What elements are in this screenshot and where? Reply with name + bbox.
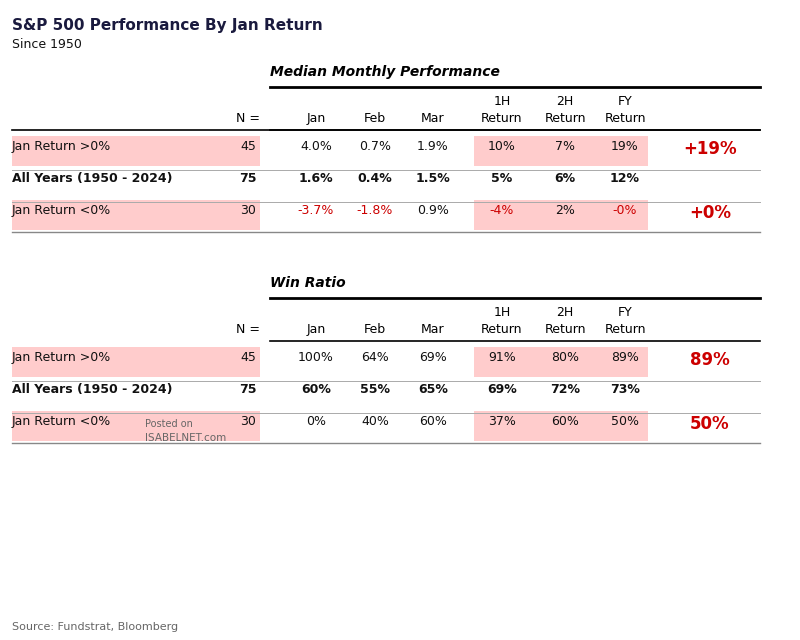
Text: 1H: 1H (494, 306, 510, 319)
Text: 55%: 55% (360, 383, 390, 396)
Bar (474, 136, 648, 166)
Text: 40%: 40% (361, 415, 389, 428)
Text: 7%: 7% (555, 140, 575, 153)
Text: Jan Return <0%: Jan Return <0% (12, 415, 111, 428)
Bar (12, 347, 260, 377)
Text: +0%: +0% (689, 204, 731, 222)
Text: 6%: 6% (554, 172, 575, 185)
Text: 73%: 73% (610, 383, 640, 396)
Text: 0.7%: 0.7% (359, 140, 391, 153)
Text: 1H: 1H (494, 95, 510, 108)
Text: 37%: 37% (488, 415, 516, 428)
Text: 5%: 5% (491, 172, 513, 185)
Text: Posted on: Posted on (145, 419, 193, 429)
Text: 2H: 2H (556, 95, 574, 108)
Text: 80%: 80% (551, 351, 579, 364)
Text: 100%: 100% (298, 351, 334, 364)
Text: 45: 45 (240, 140, 256, 153)
Text: Return: Return (482, 323, 522, 336)
Text: -3.7%: -3.7% (298, 204, 334, 217)
Text: 1.5%: 1.5% (416, 172, 450, 185)
Text: 30: 30 (240, 204, 256, 217)
Bar (474, 411, 648, 441)
Text: 0%: 0% (306, 415, 326, 428)
Text: -0%: -0% (613, 204, 638, 217)
Text: -4%: -4% (490, 204, 514, 217)
Text: 2H: 2H (556, 306, 574, 319)
Text: FY: FY (618, 306, 632, 319)
Text: 65%: 65% (418, 383, 448, 396)
Bar (12, 200, 260, 230)
Text: 0.9%: 0.9% (417, 204, 449, 217)
Text: Feb: Feb (364, 323, 386, 336)
Text: Return: Return (482, 112, 522, 125)
Text: Mar: Mar (421, 112, 445, 125)
Text: Jan: Jan (306, 112, 326, 125)
Text: 4.0%: 4.0% (300, 140, 332, 153)
Text: 72%: 72% (550, 383, 580, 396)
Text: 19%: 19% (611, 140, 639, 153)
Text: All Years (1950 - 2024): All Years (1950 - 2024) (12, 172, 173, 185)
Text: Mar: Mar (421, 323, 445, 336)
Text: 1.6%: 1.6% (298, 172, 334, 185)
Text: 1.9%: 1.9% (417, 140, 449, 153)
Text: 30: 30 (240, 415, 256, 428)
Text: 89%: 89% (690, 351, 730, 369)
Text: S&P 500 Performance By Jan Return: S&P 500 Performance By Jan Return (12, 18, 322, 33)
Bar (12, 136, 260, 166)
Text: 75: 75 (239, 383, 257, 396)
Text: Win Ratio: Win Ratio (270, 276, 346, 290)
Text: -1.8%: -1.8% (357, 204, 393, 217)
Text: 0.4%: 0.4% (358, 172, 392, 185)
Text: All Years (1950 - 2024): All Years (1950 - 2024) (12, 383, 173, 396)
Text: 75: 75 (239, 172, 257, 185)
Text: Feb: Feb (364, 112, 386, 125)
Text: 10%: 10% (488, 140, 516, 153)
Text: +19%: +19% (683, 140, 737, 158)
Text: 50%: 50% (690, 415, 730, 433)
Text: N =: N = (236, 112, 260, 125)
Bar (474, 347, 648, 377)
Text: 45: 45 (240, 351, 256, 364)
Text: FY: FY (618, 95, 632, 108)
Text: 60%: 60% (419, 415, 447, 428)
Text: Return: Return (544, 112, 586, 125)
Text: Jan Return >0%: Jan Return >0% (12, 351, 111, 364)
Text: Jan: Jan (306, 323, 326, 336)
Text: 91%: 91% (488, 351, 516, 364)
Text: Return: Return (604, 112, 646, 125)
Text: ISABELNET.com: ISABELNET.com (145, 433, 226, 443)
Text: 12%: 12% (610, 172, 640, 185)
Text: Since 1950: Since 1950 (12, 38, 82, 51)
Text: 69%: 69% (487, 383, 517, 396)
Text: Return: Return (544, 323, 586, 336)
Text: 60%: 60% (301, 383, 331, 396)
Text: 50%: 50% (611, 415, 639, 428)
Text: 60%: 60% (551, 415, 579, 428)
Text: Median Monthly Performance: Median Monthly Performance (270, 65, 500, 79)
Text: Return: Return (604, 323, 646, 336)
Text: 69%: 69% (419, 351, 447, 364)
Text: 2%: 2% (555, 204, 575, 217)
Text: N =: N = (236, 323, 260, 336)
Text: 89%: 89% (611, 351, 639, 364)
Bar (12, 411, 260, 441)
Bar (474, 200, 648, 230)
Text: 64%: 64% (361, 351, 389, 364)
Text: Jan Return <0%: Jan Return <0% (12, 204, 111, 217)
Text: Jan Return >0%: Jan Return >0% (12, 140, 111, 153)
Text: Source: Fundstrat, Bloomberg: Source: Fundstrat, Bloomberg (12, 622, 178, 632)
